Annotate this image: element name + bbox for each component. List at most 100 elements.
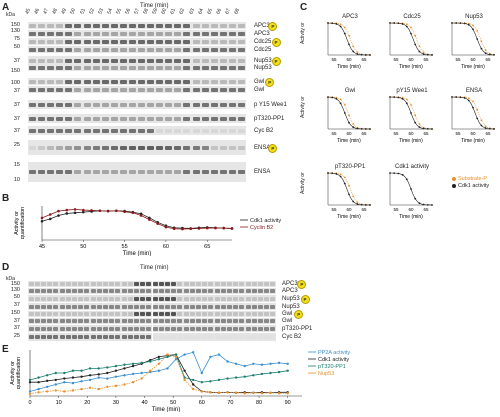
x-tick-label: 60 [346, 207, 352, 212]
blot-band [92, 116, 100, 121]
blot-row [28, 46, 246, 53]
blot-band [156, 170, 164, 174]
blot-band [237, 79, 245, 84]
blot-band [264, 319, 270, 323]
blot-band [171, 312, 177, 316]
blot-band [146, 304, 152, 309]
mini-point [480, 119, 483, 122]
blot-band [34, 304, 40, 309]
data-point [37, 376, 40, 379]
mini-point [339, 175, 342, 178]
blot-band [29, 23, 37, 28]
blot-band [28, 319, 34, 323]
blot-band [147, 145, 155, 150]
blot-band [90, 319, 96, 323]
blot-band [226, 296, 233, 301]
blot-band [102, 289, 109, 293]
blot-band [84, 326, 90, 331]
blot-band [219, 31, 227, 36]
blot-band [237, 128, 245, 133]
data-point [106, 371, 109, 375]
blot-band [220, 335, 226, 339]
x-tick-label: 65 [361, 207, 367, 212]
blot-band [156, 58, 164, 63]
panel-d-markers: 150 130 50 37 150 37 37 25 [2, 281, 26, 343]
x-tick-label: 65 [423, 131, 429, 136]
blot-band [138, 58, 146, 63]
time-tick-label: 45 [24, 7, 32, 15]
blot-band [165, 116, 173, 121]
blot-band [96, 326, 102, 331]
data-point [192, 351, 195, 354]
mini-point [493, 128, 495, 130]
marker-size: 150 [10, 310, 20, 316]
blot-band [127, 335, 133, 339]
blot-band [165, 102, 173, 107]
blot-band [245, 319, 251, 323]
blot-band [202, 289, 208, 293]
data-point [174, 355, 178, 359]
panel-d-row-labels: APC3 P APC3 Nup53 P Nup53 Gwl P Gwl pT320-PP1 Cyc … [280, 280, 330, 343]
data-point [156, 222, 159, 225]
data-point [65, 208, 69, 212]
x-tick-label: 60 [346, 131, 352, 136]
mini-chart-title: pY15 Wee1 [396, 88, 428, 94]
mini-point [348, 121, 350, 124]
blot-band [147, 23, 155, 28]
blot-band [65, 326, 71, 331]
blot-band [71, 335, 78, 339]
data-point [28, 390, 32, 393]
blot-band [183, 289, 189, 293]
marker-size: 37 [13, 58, 20, 64]
blot-band [53, 282, 59, 286]
mini-chart-title: Gwl [344, 88, 356, 94]
blot-band [101, 47, 109, 52]
blot-band [110, 87, 118, 92]
blot-band [101, 116, 109, 121]
blot-band [40, 312, 47, 316]
data-point [243, 375, 246, 378]
data-point [260, 372, 264, 376]
blot-band [71, 296, 78, 301]
marker-size: 37 [13, 88, 20, 94]
blot-band [201, 79, 209, 84]
time-tick-label: 58 [142, 7, 150, 15]
x-tick-label: 60 [163, 244, 169, 250]
blot-band [138, 128, 146, 133]
blot-band [101, 128, 109, 133]
blot-band [34, 312, 40, 316]
blot-band [174, 79, 182, 84]
data-point [45, 390, 49, 393]
blot-band [147, 87, 155, 92]
blot-band [233, 326, 239, 331]
marker-size: 25 [13, 142, 20, 148]
blot-band [110, 170, 118, 174]
blot-band [158, 296, 164, 301]
x-axis-label: Time (min) [461, 64, 485, 70]
blot-band [156, 116, 164, 121]
blot-band [264, 289, 270, 293]
blot-band [128, 31, 136, 36]
blot-band [239, 296, 245, 301]
y-axis-label: quantification [16, 357, 22, 389]
series-line [41, 210, 233, 229]
blot-band [210, 170, 218, 174]
blot-band [233, 312, 239, 316]
blot-band [128, 116, 136, 121]
blot-divider [152, 281, 153, 343]
blot-band [171, 335, 177, 339]
blot-band [40, 326, 47, 331]
blot-band [34, 319, 40, 323]
mini-chart-title: ENSA [465, 88, 483, 94]
data-point [80, 380, 83, 383]
blot-band [28, 326, 34, 331]
blot-band [226, 282, 233, 286]
data-point [40, 216, 44, 220]
blot-band [133, 296, 140, 301]
blot-band [47, 170, 55, 174]
blot-band [71, 289, 78, 293]
x-tick-label: 60 [408, 131, 414, 136]
blot-band [257, 335, 264, 339]
blot-band [110, 128, 118, 133]
mini-point [480, 40, 483, 43]
